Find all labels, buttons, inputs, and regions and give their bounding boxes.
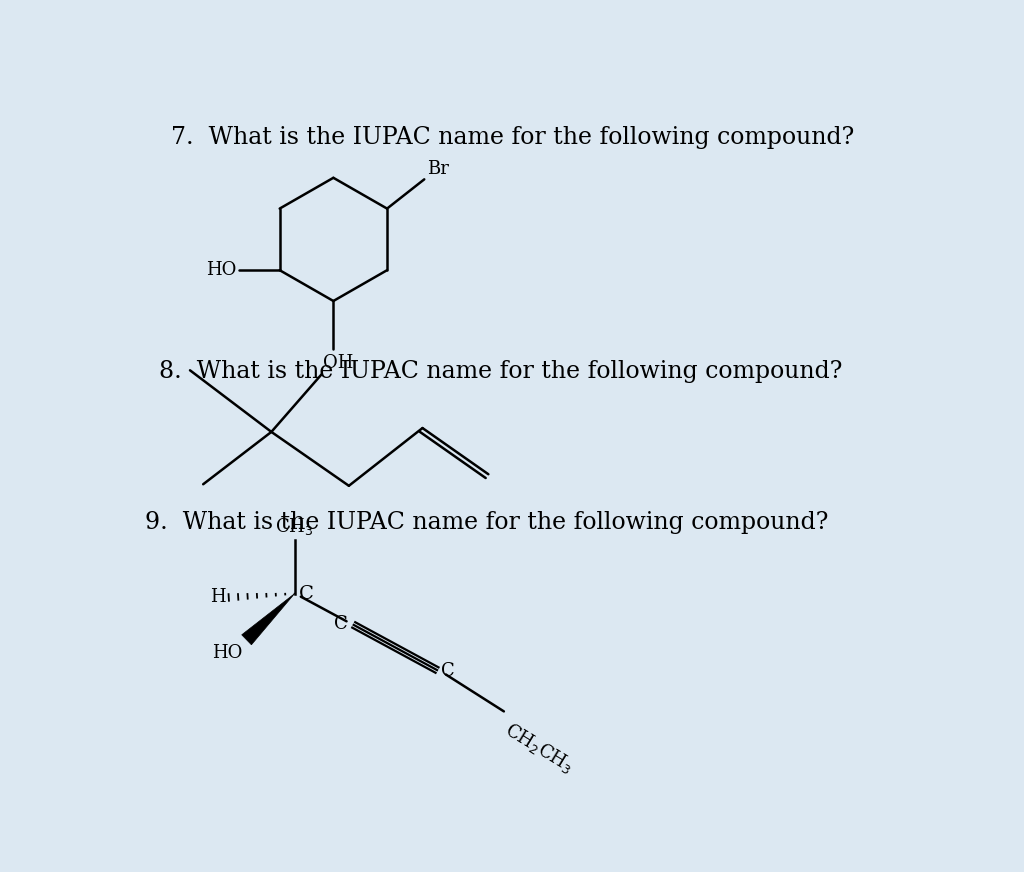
Text: HO: HO [212, 644, 243, 662]
Text: Br: Br [427, 160, 449, 178]
Text: H: H [210, 589, 225, 606]
Text: C: C [335, 615, 348, 632]
Text: C: C [299, 585, 313, 603]
Text: 8.  What is the IUPAC name for the following compound?: 8. What is the IUPAC name for the follow… [159, 360, 843, 384]
Text: OH: OH [324, 354, 353, 371]
Text: 7.  What is the IUPAC name for the following compound?: 7. What is the IUPAC name for the follow… [171, 126, 854, 149]
Text: CH$_2$CH$_3$: CH$_2$CH$_3$ [501, 719, 578, 777]
Polygon shape [242, 594, 295, 644]
Text: C: C [441, 663, 455, 680]
Text: HO: HO [206, 262, 237, 279]
Text: CH$_3$: CH$_3$ [275, 516, 314, 537]
Text: 9.  What is the IUPAC name for the following compound?: 9. What is the IUPAC name for the follow… [145, 511, 828, 535]
